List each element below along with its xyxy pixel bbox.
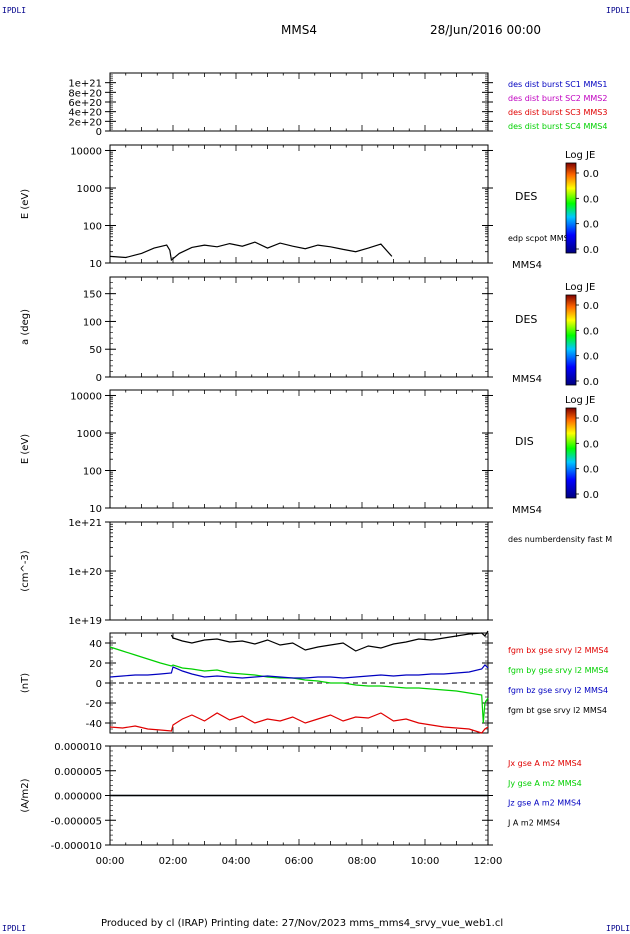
y-tick-label: 40: [89, 639, 102, 650]
colorbar-tick-label: 0.0: [583, 377, 599, 388]
y-tick-label: 1e+19: [68, 616, 102, 627]
colorbar-tick-label: 0.0: [583, 465, 599, 476]
time-tick-label: 08:00: [348, 856, 377, 867]
panel-frame-density: [109, 521, 489, 621]
corner-label-bottom-right: IPDLI: [606, 924, 630, 933]
legend-entry: Jz gse A m2 MMS4: [507, 799, 581, 808]
y-tick-label: 150: [83, 290, 102, 301]
y-tick-label: 0: [96, 679, 102, 690]
legend-entry: des dist burst SC1 MMS1: [508, 80, 607, 89]
y-tick-label: 6e+20: [68, 98, 102, 109]
y-tick-label: 1e+21: [68, 79, 102, 90]
y-tick-label: 10000: [70, 391, 102, 402]
colorbar-tick-label: 0.0: [583, 414, 599, 425]
y-tick-label: -20: [86, 699, 102, 710]
spacecraft-label: MMS4: [512, 374, 542, 385]
y-tick-label: 50: [89, 345, 102, 356]
time-tick-label: 04:00: [222, 856, 251, 867]
y-tick-label: 2e+20: [68, 117, 102, 128]
y-axis-label: E (eV): [20, 189, 31, 219]
colorbar-tick-label: 0.0: [583, 326, 599, 337]
y-tick-label: 8e+20: [68, 88, 102, 99]
spacecraft-title: MMS4: [281, 23, 317, 37]
time-tick-label: 02:00: [159, 856, 188, 867]
y-tick-label: 0.000000: [54, 792, 102, 803]
colorbar-title: Log JE: [565, 395, 595, 406]
colorbar-tick-label: 0.0: [583, 352, 599, 363]
time-tick-label: 06:00: [285, 856, 314, 867]
colorbar: [565, 294, 577, 386]
y-axis-label: E (eV): [20, 434, 31, 464]
scpot-overlay-line: [109, 241, 393, 262]
y-tick-label: 20: [89, 659, 102, 670]
y-tick-label: -40: [86, 719, 102, 730]
plot-date: 28/Jun/2016 00:00: [430, 23, 542, 37]
legend-entry: des dist burst SC2 MMS2: [508, 94, 607, 103]
legend-entry: Jy gse A m2 MMS4: [507, 779, 582, 788]
footer-credits: Produced by cl (IRAP) Printing date: 27/…: [101, 918, 504, 929]
colorbar-title: Log JE: [565, 282, 595, 293]
y-tick-label: 10: [89, 259, 102, 270]
time-tick-label: 12:00: [474, 856, 503, 867]
colorbar-tick-label: 0.0: [583, 439, 599, 450]
y-tick-label: 0.000005: [54, 767, 102, 778]
corner-label-bottom-left: IPDLI: [2, 924, 27, 933]
colorbar-tick-label: 0.0: [583, 194, 599, 205]
panel-frame-des-pitch: [109, 276, 489, 378]
legend-entry: fgm bz gse srvy l2 MMS4: [508, 686, 608, 695]
y-tick-label: 100: [83, 466, 102, 477]
corner-label-top-left: IPDLI: [2, 6, 27, 15]
colorbar-title: Log JE: [565, 150, 595, 161]
colorbar-tick-label: 0.0: [583, 245, 599, 256]
legend-entry: J A m2 MMS4: [507, 818, 560, 827]
series-line: [109, 664, 489, 679]
legend-entry: des dist burst SC4 MMS4: [508, 122, 607, 131]
spacecraft-label: MMS4: [512, 505, 542, 516]
y-tick-label: 1000: [77, 429, 102, 440]
y-tick-label: -0.000005: [51, 816, 102, 827]
series-line: [170, 630, 489, 652]
time-tick-label: 10:00: [411, 856, 440, 867]
y-axis-label: a (deg): [20, 309, 31, 345]
spacecraft-label: MMS4: [512, 260, 542, 271]
y-tick-label: 0: [96, 127, 102, 138]
y-tick-label: 0.000010: [54, 742, 102, 753]
instrument-label: DES: [515, 313, 537, 326]
y-tick-label: 4e+20: [68, 108, 102, 119]
colorbar-tick-label: 0.0: [583, 169, 599, 180]
series-line: [109, 712, 489, 734]
y-tick-label: 100: [83, 317, 102, 328]
series-line: [109, 646, 489, 724]
legend-entry: fgm bx gse srvy l2 MMS4: [508, 646, 609, 655]
legend-entry: des numberdensity fast M: [508, 535, 612, 544]
instrument-label: DIS: [515, 435, 534, 448]
colorbar-tick-label: 0.0: [583, 301, 599, 312]
y-tick-label: -0.000010: [51, 841, 102, 852]
y-tick-label: 1e+20: [68, 567, 102, 578]
legend-entry: des dist burst SC3 MMS3: [508, 108, 607, 117]
panel-frame-des-dist-burst: [109, 72, 489, 132]
colorbar-tick-label: 0.0: [583, 220, 599, 231]
y-axis-label: (cm^-3): [20, 550, 31, 591]
overlay-label: edp scpot MMS4: [508, 234, 574, 243]
y-tick-label: 1000: [77, 184, 102, 195]
legend-entry: fgm by gse srvy l2 MMS4: [508, 666, 609, 675]
y-tick-label: 10000: [70, 146, 102, 157]
y-tick-label: 0: [96, 373, 102, 384]
corner-label-top-right: IPDLI: [606, 6, 630, 15]
y-tick-label: 100: [83, 221, 102, 232]
legend-entry: Jx gse A m2 MMS4: [507, 759, 582, 768]
colorbar: [565, 162, 577, 254]
y-axis-label: (A/m2): [20, 778, 31, 812]
time-tick-label: 00:00: [96, 856, 125, 867]
y-tick-label: 1e+21: [68, 518, 102, 529]
y-tick-label: 10: [89, 504, 102, 515]
colorbar: [565, 407, 577, 499]
panel-frame-dis-energy: [109, 389, 489, 509]
instrument-label: DES: [515, 190, 537, 203]
y-axis-label: (nT): [20, 673, 31, 693]
colorbar-tick-label: 0.0: [583, 490, 599, 501]
legend-entry: fgm bt gse srvy l2 MMS4: [508, 706, 607, 715]
